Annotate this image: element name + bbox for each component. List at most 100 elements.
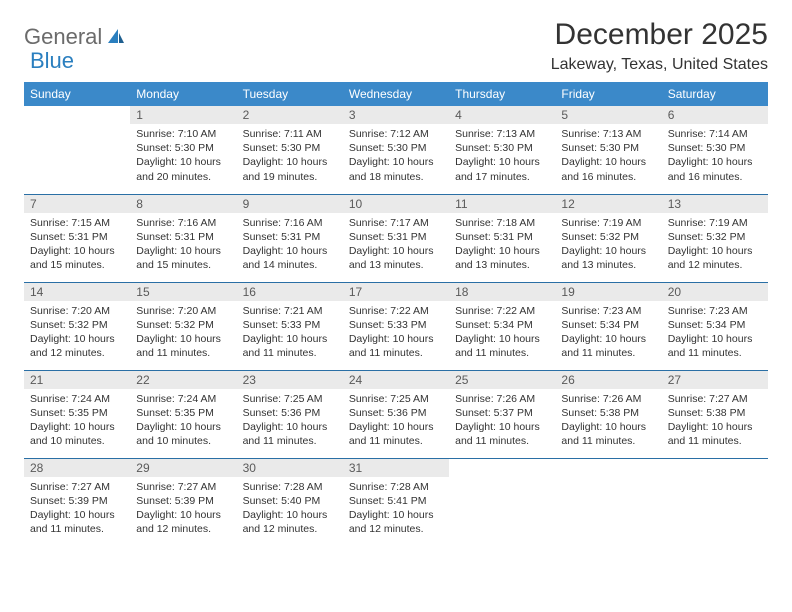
calendar-cell: 5Sunrise: 7:13 AMSunset: 5:30 PMDaylight… <box>555 106 661 194</box>
calendar-head: SundayMondayTuesdayWednesdayThursdayFrid… <box>24 82 768 106</box>
day-content: Sunrise: 7:20 AMSunset: 5:32 PMDaylight:… <box>24 301 130 364</box>
day-number: 24 <box>343 371 449 389</box>
calendar-cell <box>449 458 555 546</box>
calendar-body: 1Sunrise: 7:10 AMSunset: 5:30 PMDaylight… <box>24 106 768 546</box>
weekday-header: Friday <box>555 82 661 106</box>
calendar-cell: 30Sunrise: 7:28 AMSunset: 5:40 PMDayligh… <box>237 458 343 546</box>
day-content: Sunrise: 7:27 AMSunset: 5:38 PMDaylight:… <box>662 389 768 452</box>
weekday-header: Sunday <box>24 82 130 106</box>
calendar-cell: 8Sunrise: 7:16 AMSunset: 5:31 PMDaylight… <box>130 194 236 282</box>
logo-text-2: Blue <box>30 48 74 73</box>
day-content: Sunrise: 7:24 AMSunset: 5:35 PMDaylight:… <box>24 389 130 452</box>
calendar-cell: 28Sunrise: 7:27 AMSunset: 5:39 PMDayligh… <box>24 458 130 546</box>
calendar-cell: 22Sunrise: 7:24 AMSunset: 5:35 PMDayligh… <box>130 370 236 458</box>
weekday-row: SundayMondayTuesdayWednesdayThursdayFrid… <box>24 82 768 106</box>
day-number: 15 <box>130 283 236 301</box>
calendar-cell: 6Sunrise: 7:14 AMSunset: 5:30 PMDaylight… <box>662 106 768 194</box>
day-number: 29 <box>130 459 236 477</box>
day-number: 22 <box>130 371 236 389</box>
calendar-cell: 23Sunrise: 7:25 AMSunset: 5:36 PMDayligh… <box>237 370 343 458</box>
calendar-cell: 18Sunrise: 7:22 AMSunset: 5:34 PMDayligh… <box>449 282 555 370</box>
day-content: Sunrise: 7:10 AMSunset: 5:30 PMDaylight:… <box>130 124 236 187</box>
calendar-table: SundayMondayTuesdayWednesdayThursdayFrid… <box>24 82 768 546</box>
weekday-header: Monday <box>130 82 236 106</box>
day-number: 12 <box>555 195 661 213</box>
weekday-header: Tuesday <box>237 82 343 106</box>
day-number: 26 <box>555 371 661 389</box>
calendar-cell: 29Sunrise: 7:27 AMSunset: 5:39 PMDayligh… <box>130 458 236 546</box>
calendar-cell <box>24 106 130 194</box>
calendar-cell: 15Sunrise: 7:20 AMSunset: 5:32 PMDayligh… <box>130 282 236 370</box>
day-content: Sunrise: 7:26 AMSunset: 5:38 PMDaylight:… <box>555 389 661 452</box>
day-content: Sunrise: 7:28 AMSunset: 5:40 PMDaylight:… <box>237 477 343 540</box>
day-number: 5 <box>555 106 661 124</box>
day-number: 18 <box>449 283 555 301</box>
day-number: 2 <box>237 106 343 124</box>
day-number: 7 <box>24 195 130 213</box>
day-number: 17 <box>343 283 449 301</box>
day-number: 19 <box>555 283 661 301</box>
day-content: Sunrise: 7:19 AMSunset: 5:32 PMDaylight:… <box>555 213 661 276</box>
day-number: 8 <box>130 195 236 213</box>
day-number: 30 <box>237 459 343 477</box>
day-content: Sunrise: 7:26 AMSunset: 5:37 PMDaylight:… <box>449 389 555 452</box>
day-content: Sunrise: 7:27 AMSunset: 5:39 PMDaylight:… <box>130 477 236 540</box>
day-content: Sunrise: 7:23 AMSunset: 5:34 PMDaylight:… <box>662 301 768 364</box>
calendar-cell: 25Sunrise: 7:26 AMSunset: 5:37 PMDayligh… <box>449 370 555 458</box>
calendar-cell: 10Sunrise: 7:17 AMSunset: 5:31 PMDayligh… <box>343 194 449 282</box>
day-content: Sunrise: 7:19 AMSunset: 5:32 PMDaylight:… <box>662 213 768 276</box>
calendar-cell: 1Sunrise: 7:10 AMSunset: 5:30 PMDaylight… <box>130 106 236 194</box>
sail-icon <box>106 27 126 50</box>
calendar-row: 1Sunrise: 7:10 AMSunset: 5:30 PMDaylight… <box>24 106 768 194</box>
weekday-header: Thursday <box>449 82 555 106</box>
calendar-row: 14Sunrise: 7:20 AMSunset: 5:32 PMDayligh… <box>24 282 768 370</box>
day-number: 11 <box>449 195 555 213</box>
day-content: Sunrise: 7:17 AMSunset: 5:31 PMDaylight:… <box>343 213 449 276</box>
day-number: 14 <box>24 283 130 301</box>
day-content: Sunrise: 7:21 AMSunset: 5:33 PMDaylight:… <box>237 301 343 364</box>
calendar-cell <box>662 458 768 546</box>
day-content: Sunrise: 7:28 AMSunset: 5:41 PMDaylight:… <box>343 477 449 540</box>
day-content: Sunrise: 7:11 AMSunset: 5:30 PMDaylight:… <box>237 124 343 187</box>
day-number: 20 <box>662 283 768 301</box>
calendar-cell: 14Sunrise: 7:20 AMSunset: 5:32 PMDayligh… <box>24 282 130 370</box>
day-content: Sunrise: 7:13 AMSunset: 5:30 PMDaylight:… <box>449 124 555 187</box>
calendar-cell: 16Sunrise: 7:21 AMSunset: 5:33 PMDayligh… <box>237 282 343 370</box>
title-block: December 2025 Lakeway, Texas, United Sta… <box>551 18 768 74</box>
day-content: Sunrise: 7:14 AMSunset: 5:30 PMDaylight:… <box>662 124 768 187</box>
calendar-cell: 19Sunrise: 7:23 AMSunset: 5:34 PMDayligh… <box>555 282 661 370</box>
month-title: December 2025 <box>551 18 768 52</box>
calendar-cell: 31Sunrise: 7:28 AMSunset: 5:41 PMDayligh… <box>343 458 449 546</box>
calendar-cell: 26Sunrise: 7:26 AMSunset: 5:38 PMDayligh… <box>555 370 661 458</box>
day-number: 1 <box>130 106 236 124</box>
day-content: Sunrise: 7:20 AMSunset: 5:32 PMDaylight:… <box>130 301 236 364</box>
day-number: 25 <box>449 371 555 389</box>
calendar-cell: 2Sunrise: 7:11 AMSunset: 5:30 PMDaylight… <box>237 106 343 194</box>
calendar-cell: 4Sunrise: 7:13 AMSunset: 5:30 PMDaylight… <box>449 106 555 194</box>
day-number: 31 <box>343 459 449 477</box>
day-content: Sunrise: 7:23 AMSunset: 5:34 PMDaylight:… <box>555 301 661 364</box>
day-number: 23 <box>237 371 343 389</box>
day-number: 3 <box>343 106 449 124</box>
day-content: Sunrise: 7:13 AMSunset: 5:30 PMDaylight:… <box>555 124 661 187</box>
calendar-cell: 12Sunrise: 7:19 AMSunset: 5:32 PMDayligh… <box>555 194 661 282</box>
calendar-cell: 24Sunrise: 7:25 AMSunset: 5:36 PMDayligh… <box>343 370 449 458</box>
calendar-cell: 21Sunrise: 7:24 AMSunset: 5:35 PMDayligh… <box>24 370 130 458</box>
location: Lakeway, Texas, United States <box>551 56 768 74</box>
day-content: Sunrise: 7:27 AMSunset: 5:39 PMDaylight:… <box>24 477 130 540</box>
calendar-cell: 20Sunrise: 7:23 AMSunset: 5:34 PMDayligh… <box>662 282 768 370</box>
calendar-cell: 11Sunrise: 7:18 AMSunset: 5:31 PMDayligh… <box>449 194 555 282</box>
day-content: Sunrise: 7:22 AMSunset: 5:34 PMDaylight:… <box>449 301 555 364</box>
weekday-header: Saturday <box>662 82 768 106</box>
calendar-row: 7Sunrise: 7:15 AMSunset: 5:31 PMDaylight… <box>24 194 768 282</box>
calendar-page: General December 2025 Lakeway, Texas, Un… <box>0 0 792 564</box>
day-content: Sunrise: 7:25 AMSunset: 5:36 PMDaylight:… <box>237 389 343 452</box>
day-content: Sunrise: 7:15 AMSunset: 5:31 PMDaylight:… <box>24 213 130 276</box>
calendar-cell <box>555 458 661 546</box>
day-number: 4 <box>449 106 555 124</box>
calendar-cell: 13Sunrise: 7:19 AMSunset: 5:32 PMDayligh… <box>662 194 768 282</box>
day-content: Sunrise: 7:24 AMSunset: 5:35 PMDaylight:… <box>130 389 236 452</box>
calendar-cell: 9Sunrise: 7:16 AMSunset: 5:31 PMDaylight… <box>237 194 343 282</box>
day-content: Sunrise: 7:22 AMSunset: 5:33 PMDaylight:… <box>343 301 449 364</box>
day-number: 13 <box>662 195 768 213</box>
